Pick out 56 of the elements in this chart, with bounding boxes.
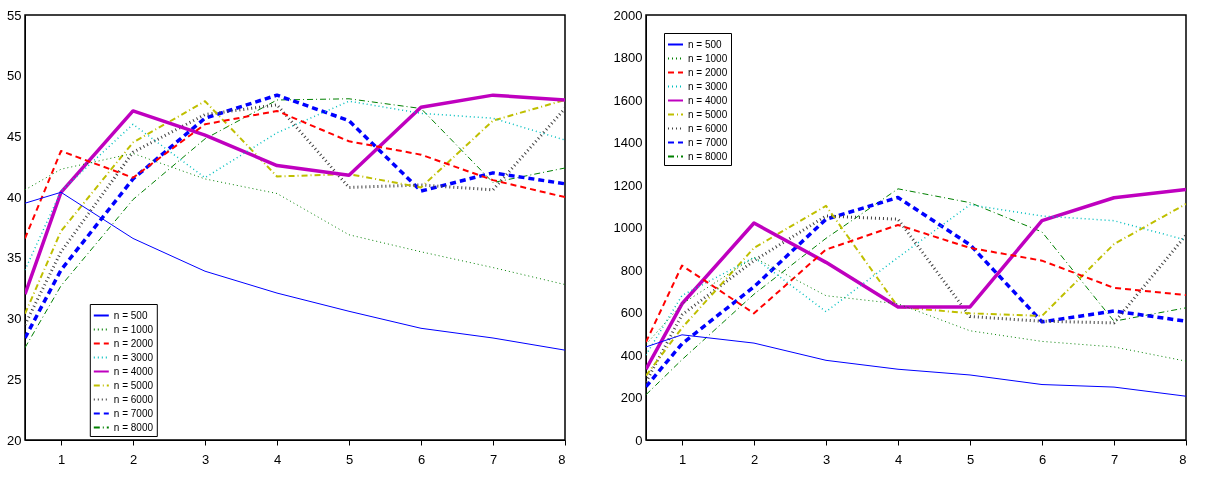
x-tick-label: 7 bbox=[1110, 451, 1119, 467]
x-tick-label: 7 bbox=[489, 451, 498, 467]
y-tick-label: 1000 bbox=[613, 220, 643, 235]
legend-label: n = 5000 bbox=[113, 379, 154, 391]
x-tick-label: 2 bbox=[750, 451, 759, 467]
y-tick-label: 1600 bbox=[613, 92, 643, 108]
legend-label: n = 3000 bbox=[688, 80, 728, 92]
legend-label: n = 2000 bbox=[113, 337, 154, 349]
x-tick-label: 8 bbox=[1179, 451, 1187, 467]
legend-label: n = 500 bbox=[688, 38, 723, 50]
line-series bbox=[25, 100, 565, 271]
x-tick-label: 1 bbox=[57, 451, 66, 467]
legend-label: n = 1000 bbox=[688, 52, 728, 64]
legend-label: n = 3000 bbox=[113, 351, 154, 363]
legend-label: n = 2000 bbox=[688, 66, 728, 78]
legend-label: n = 1000 bbox=[113, 323, 154, 335]
y-tick-label: 25 bbox=[7, 371, 22, 387]
legend-label: n = 500 bbox=[113, 309, 148, 321]
y-tick-label: 30 bbox=[7, 311, 22, 327]
x-tick-label: 4 bbox=[894, 451, 903, 467]
y-tick-label: 20 bbox=[7, 432, 22, 448]
y-tick-label: 200 bbox=[620, 390, 643, 405]
x-tick-label: 2 bbox=[129, 451, 138, 467]
legend-label: n = 6000 bbox=[113, 393, 154, 405]
legend-label: n = 8000 bbox=[113, 421, 154, 433]
x-tick-label: 5 bbox=[966, 451, 975, 467]
legend-label: n = 8000 bbox=[688, 150, 728, 162]
y-tick-label: 1200 bbox=[613, 177, 643, 193]
x-tick-label: 6 bbox=[1038, 451, 1047, 467]
legend-label: n = 6000 bbox=[688, 122, 728, 134]
x-tick-label: 3 bbox=[201, 451, 210, 467]
y-tick-label: 55 bbox=[7, 7, 22, 23]
x-tick-label: 1 bbox=[678, 451, 687, 467]
line-series bbox=[25, 109, 565, 240]
x-tick-label: 6 bbox=[417, 451, 426, 467]
y-tick-label: 40 bbox=[7, 189, 22, 205]
legend-label: n = 7000 bbox=[688, 136, 728, 148]
y-tick-label: 400 bbox=[620, 347, 643, 363]
x-tick-label: 4 bbox=[273, 451, 282, 467]
y-tick-label: 1400 bbox=[613, 135, 643, 150]
line-series bbox=[646, 223, 1186, 344]
y-tick-label: 1800 bbox=[613, 50, 643, 65]
legend-label: n = 4000 bbox=[113, 365, 154, 377]
legend-label: n = 7000 bbox=[113, 407, 154, 419]
y-tick-label: 45 bbox=[7, 128, 22, 144]
x-tick-label: 3 bbox=[822, 451, 831, 467]
x-tick-label: 8 bbox=[558, 451, 566, 467]
legend-label: n = 5000 bbox=[688, 108, 728, 120]
y-tick-label: 800 bbox=[620, 262, 643, 278]
y-tick-label: 0 bbox=[635, 432, 643, 448]
y-tick-label: 35 bbox=[7, 250, 22, 266]
y-tick-label: 50 bbox=[7, 68, 22, 84]
x-tick-label: 5 bbox=[345, 451, 354, 467]
y-tick-label: 2000 bbox=[613, 7, 643, 23]
legend-label: n = 4000 bbox=[688, 94, 728, 106]
y-tick-label: 600 bbox=[620, 305, 643, 320]
